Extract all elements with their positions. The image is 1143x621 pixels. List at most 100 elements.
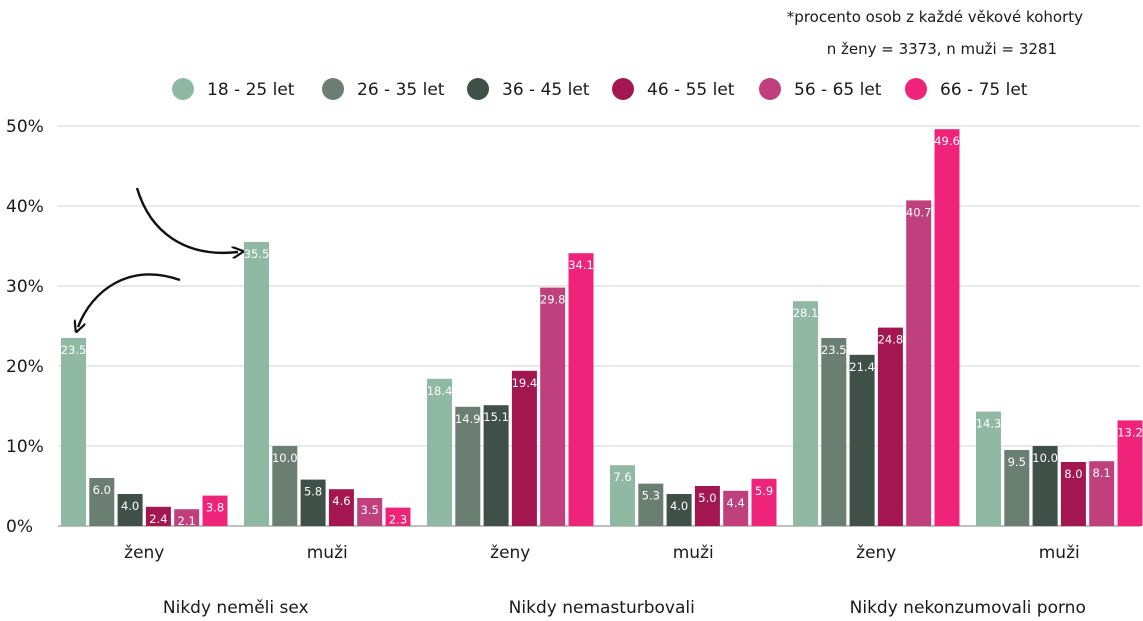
bar-value-label: 9.5 <box>1008 455 1026 469</box>
bar-value-label: 15.1 <box>483 410 509 424</box>
bar-value-label: 4.0 <box>121 499 139 513</box>
bar-value-label: 35.5 <box>244 247 270 261</box>
bar-value-label: 14.9 <box>455 412 481 426</box>
bar <box>427 378 452 526</box>
bar <box>61 338 86 526</box>
bar <box>610 465 635 526</box>
bar-value-label: 14.3 <box>976 417 1002 431</box>
legend-label: 18 - 25 let <box>207 80 295 100</box>
legend-marker <box>612 78 634 100</box>
group-label: Nikdy nekonzumovali porno <box>850 598 1086 618</box>
legend: 18 - 25 let 26 - 35 let 36 - 45 let 46 - 55… <box>172 78 1028 100</box>
y-tick-label: 40% <box>6 197 44 217</box>
bar <box>877 327 903 526</box>
x-category-label: muži <box>673 543 714 563</box>
y-tick-label: 50% <box>6 117 44 137</box>
bar <box>751 478 777 526</box>
bar <box>1032 446 1058 526</box>
grid-lines <box>58 125 1140 527</box>
legend-label: 26 - 35 let <box>357 80 445 100</box>
bar-value-label: 24.8 <box>878 333 904 347</box>
legend-marker <box>759 78 781 100</box>
bar-value-label: 18.4 <box>427 384 453 398</box>
bar-value-label: 3.5 <box>361 503 379 517</box>
arrow-to-men-bar <box>135 187 238 253</box>
bar <box>117 494 143 526</box>
bar-value-label: 8.0 <box>1064 467 1082 481</box>
bar-value-label: 28.1 <box>793 306 819 320</box>
bar-value-label: 2.1 <box>178 514 196 528</box>
x-category-label: ženy <box>124 543 164 563</box>
bar-value-label: 3.8 <box>206 501 224 515</box>
legend-marker <box>322 78 344 100</box>
legend-label: 66 - 75 let <box>940 80 1028 100</box>
bar-value-label: 5.0 <box>698 491 716 505</box>
bar <box>849 354 875 526</box>
legend-marker <box>172 78 194 100</box>
bar <box>483 405 509 526</box>
bar-value-label: 10.0 <box>272 451 298 465</box>
bar <box>906 200 932 526</box>
bar-value-label: 49.6 <box>934 134 960 148</box>
bar <box>793 301 818 526</box>
y-tick-label: 30% <box>6 277 44 297</box>
bar-value-label: 6.0 <box>93 483 111 497</box>
bar <box>174 509 200 526</box>
bar-value-label: 29.8 <box>540 293 566 307</box>
legend-label: 56 - 65 let <box>794 80 882 100</box>
bar-value-label: 40.7 <box>906 205 932 219</box>
bar <box>723 490 749 526</box>
bar-value-label: 21.4 <box>849 360 875 374</box>
bar <box>511 370 537 526</box>
bar <box>300 479 326 526</box>
bar-value-label: 4.0 <box>670 499 688 513</box>
bar <box>976 411 1001 526</box>
sample-note-n: n ženy = 3373, n muži = 3281 <box>826 40 1057 58</box>
bar-value-label: 23.5 <box>821 343 847 357</box>
bar-value-label: 8.1 <box>1093 466 1111 480</box>
sample-note-percent: *procento osob z každé věkové kohorty <box>786 8 1083 26</box>
y-tick-label: 10% <box>6 437 44 457</box>
bar <box>455 406 481 526</box>
bar <box>1060 462 1086 526</box>
bar <box>357 498 383 526</box>
bar-value-label: 2.3 <box>389 513 407 527</box>
bar-value-label: 2.4 <box>149 512 167 526</box>
legend-marker <box>467 78 489 100</box>
annotation-arrows <box>78 187 238 327</box>
bar-value-label: 34.1 <box>568 258 594 272</box>
legend-marker <box>905 78 927 100</box>
bar <box>272 446 298 526</box>
bars: 23.5 6.0 4.0 2.4 2.1 3.8 35.5 10.0 5.8 4.6 3.5 2.3 1… <box>61 129 1143 528</box>
group-label: Nikdy nemasturbovali <box>509 598 695 618</box>
legend-label: 36 - 45 let <box>502 80 590 100</box>
x-category-label: muži <box>1039 543 1080 563</box>
bar <box>202 495 228 526</box>
bar <box>1117 420 1143 526</box>
bar-value-label: 10.0 <box>1032 451 1058 465</box>
bar-value-label: 5.8 <box>304 485 322 499</box>
bar <box>934 129 960 526</box>
group-label: Nikdy neměli sex <box>163 598 309 618</box>
bar <box>89 478 115 526</box>
bar <box>1004 450 1030 526</box>
bar <box>638 483 664 526</box>
bar <box>145 506 171 526</box>
y-axis: 0% 10% 20% 30% 40% 50% <box>6 117 44 537</box>
x-category-label: ženy <box>856 543 896 563</box>
legend-label: 46 - 55 let <box>647 80 735 100</box>
x-axis: ženy muži Nikdy neměli sex ženy muži Nikdy ne… <box>124 543 1086 618</box>
bar <box>540 287 566 526</box>
x-category-label: ženy <box>490 543 530 563</box>
bar-value-label: 23.5 <box>61 343 87 357</box>
bar <box>1089 461 1115 526</box>
bar-value-label: 5.3 <box>642 489 660 503</box>
bar-value-label: 19.4 <box>512 376 538 390</box>
bar <box>666 494 692 526</box>
bar-value-label: 13.2 <box>1117 425 1143 439</box>
arrow-to-women-bar <box>78 273 181 327</box>
bar <box>821 338 847 526</box>
bar-value-label: 7.6 <box>613 470 631 484</box>
y-tick-label: 0% <box>6 517 33 537</box>
